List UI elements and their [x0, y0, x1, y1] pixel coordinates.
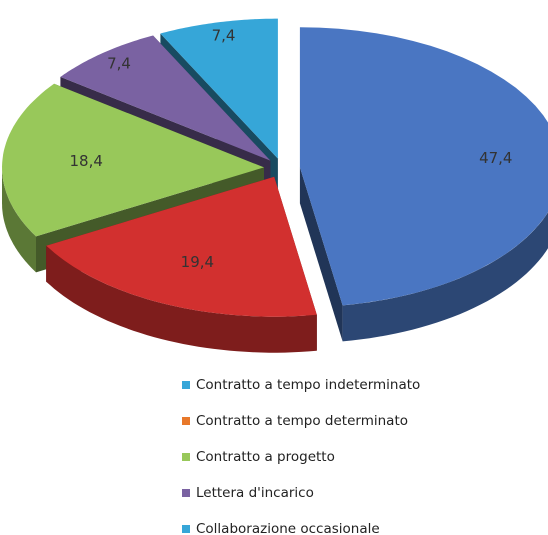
legend-marker — [182, 453, 190, 461]
data-label: 7,4 — [212, 27, 236, 45]
slice-wall — [46, 245, 317, 353]
legend-marker — [182, 489, 190, 497]
data-label: 19,4 — [181, 253, 214, 271]
legend-label: Contratto a tempo indeterminato — [196, 377, 420, 393]
legend-marker — [182, 525, 190, 533]
slice — [160, 18, 278, 159]
slice-side — [299, 167, 343, 342]
data-label: 18,4 — [70, 152, 103, 170]
legend-label: Lettera d'incarico — [196, 485, 314, 501]
slice-wall — [342, 212, 548, 342]
legend-label: Contratto a tempo determinato — [196, 413, 408, 429]
legend-marker — [182, 381, 190, 389]
legend-label: Contratto a progetto — [196, 449, 335, 465]
slice-wall — [2, 167, 36, 273]
slice — [299, 27, 548, 306]
slice — [46, 176, 317, 317]
slice — [2, 83, 264, 237]
data-label: 7,4 — [107, 55, 131, 73]
legend-label: Collaborazione occasionale — [196, 521, 380, 535]
data-label: 47,4 — [479, 149, 512, 167]
legend-marker — [182, 417, 190, 425]
slice — [60, 35, 271, 161]
